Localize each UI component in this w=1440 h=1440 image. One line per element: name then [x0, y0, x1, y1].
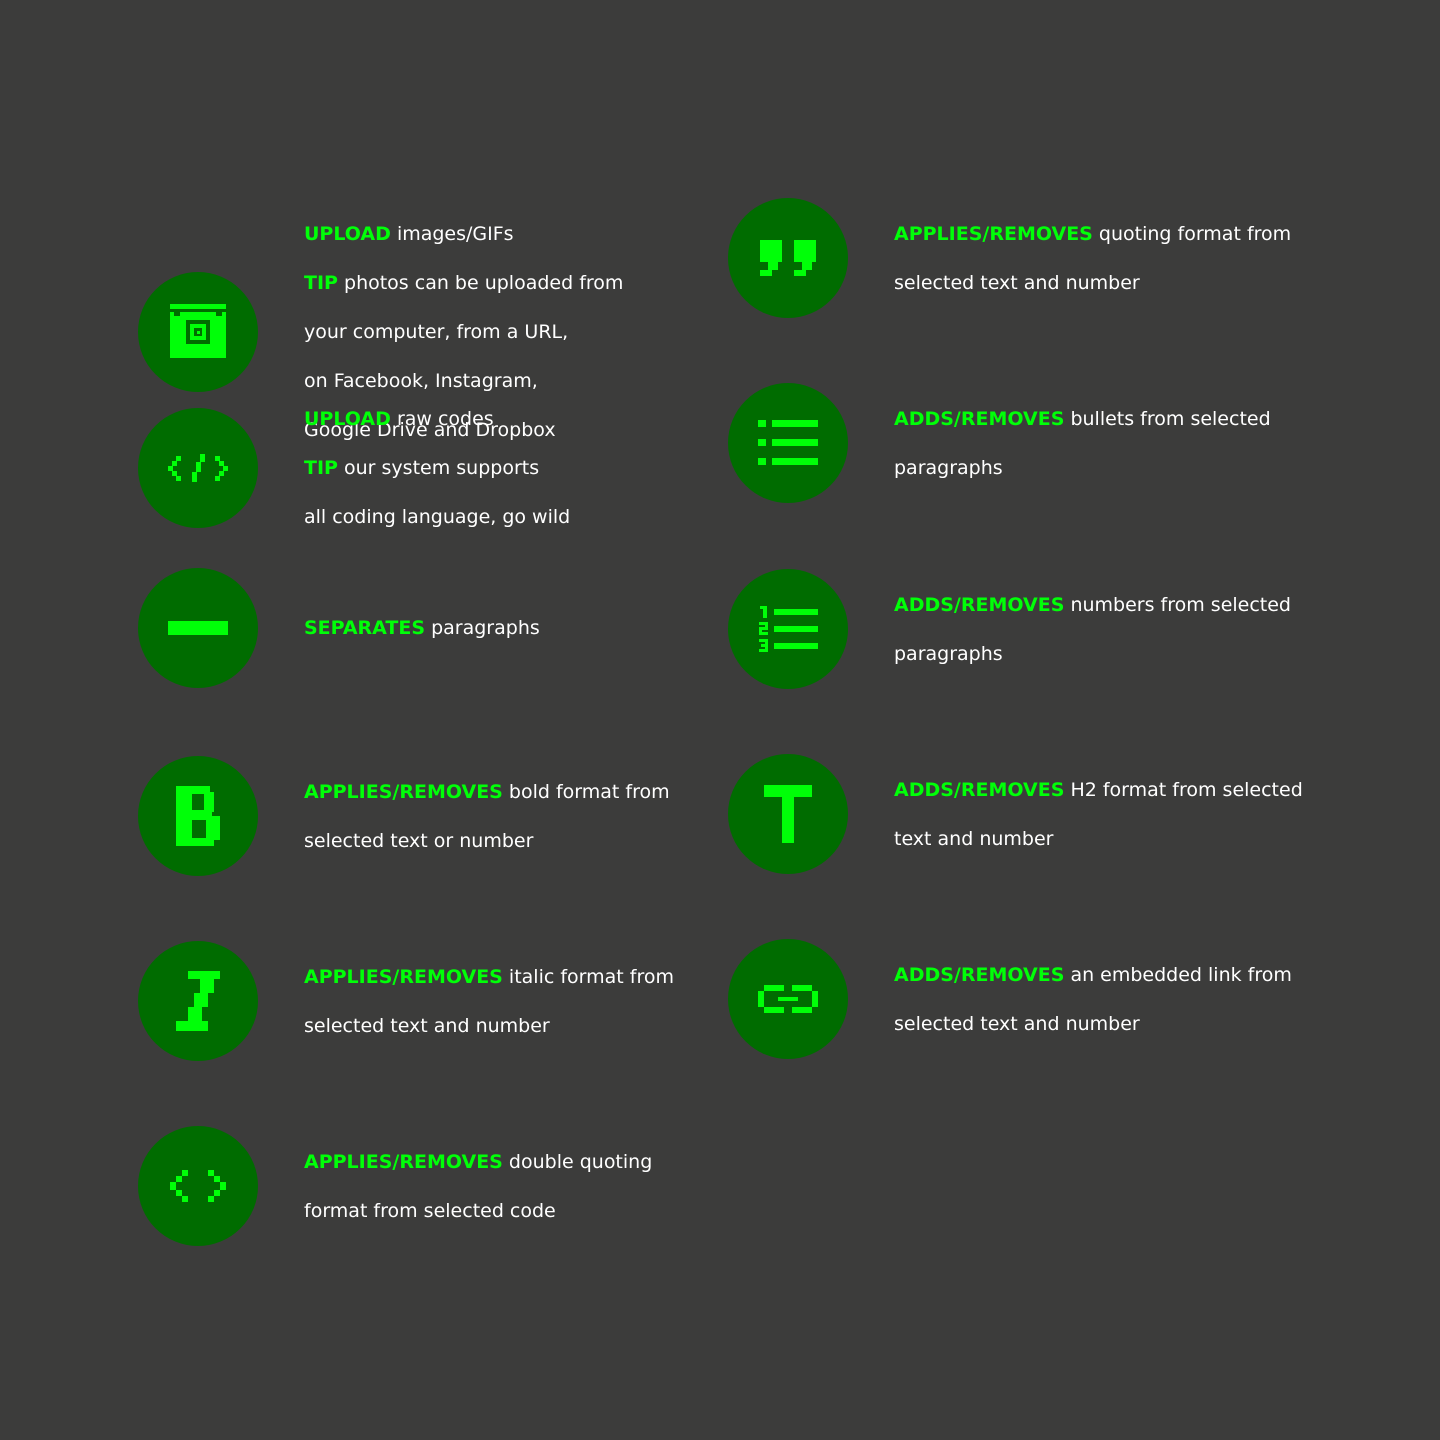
description-line: ADDS/REMOVES H2 format from selected — [894, 778, 1303, 803]
keyword: APPLIES/REMOVES — [304, 965, 503, 988]
italic-description: APPLIES/REMOVES italic format from selec… — [304, 940, 674, 1063]
code-upload-icon[interactable] — [138, 407, 258, 528]
description-line: ADDS/REMOVES numbers from selected — [894, 593, 1291, 618]
description-text: italic format from — [502, 965, 674, 988]
description-text: selected text or number — [304, 829, 534, 852]
description-line: selected text and number — [894, 1012, 1292, 1037]
description-text: images/GIFs — [390, 222, 514, 245]
description-line: on Facebook, Instagram, — [304, 369, 623, 394]
bullet-list-item: ADDS/REMOVES bullets from selected parag… — [728, 382, 1271, 505]
bullet-list-description: ADDS/REMOVES bullets from selected parag… — [894, 382, 1271, 505]
description-line: selected text or number — [304, 829, 670, 854]
description-text: raw codes — [390, 407, 494, 430]
description-line: your computer, from a URL, — [304, 320, 623, 345]
numbered-list-icon[interactable] — [728, 569, 848, 690]
description-text: an embedded link from — [1064, 963, 1292, 986]
description-text: selected text and number — [894, 1012, 1140, 1035]
image-upload-icon[interactable] — [138, 271, 258, 392]
description-text: all coding language, go wild — [304, 505, 571, 528]
description-line: APPLIES/REMOVES italic format from — [304, 965, 674, 990]
description-text: text and number — [894, 827, 1054, 850]
italic-item: APPLIES/REMOVES italic format from selec… — [138, 940, 674, 1063]
description-text: quoting format from — [1092, 222, 1292, 245]
link-description: ADDS/REMOVES an embedded link from selec… — [894, 938, 1292, 1061]
description-line: format from selected code — [304, 1199, 652, 1224]
description-text: selected text and number — [304, 1014, 550, 1037]
description-text: our system supports — [337, 456, 540, 479]
heading-item: ADDS/REMOVES H2 format from selected tex… — [728, 753, 1303, 876]
description-text: your computer, from a URL, — [304, 320, 569, 343]
keyword: ADDS/REMOVES — [894, 593, 1065, 616]
description-text: numbers from selected — [1064, 593, 1291, 616]
description-text: bold format from — [502, 780, 670, 803]
description-line: selected text and number — [894, 271, 1291, 296]
bold-description: APPLIES/REMOVES bold format from selecte… — [304, 755, 670, 878]
keyword: APPLIES/REMOVES — [304, 780, 503, 803]
description-line: TIP our system supports — [304, 456, 570, 481]
description-text: on Facebook, Instagram, — [304, 369, 538, 392]
quote-description: APPLIES/REMOVES quoting format from sele… — [894, 197, 1291, 320]
description-text: double quoting — [502, 1150, 653, 1173]
description-line: text and number — [894, 827, 1303, 852]
description-line: APPLIES/REMOVES bold format from — [304, 780, 670, 805]
description-line: paragraphs — [894, 456, 1271, 481]
upload-code-item: UPLOAD raw codes TIP our system supports… — [138, 382, 570, 554]
link-icon[interactable] — [728, 939, 848, 1060]
keyword: UPLOAD — [304, 407, 391, 430]
description-line: APPLIES/REMOVES quoting format from — [894, 222, 1291, 247]
keyword: ADDS/REMOVES — [894, 407, 1065, 430]
description-text: paragraphs — [425, 616, 540, 639]
quote-item: APPLIES/REMOVES quoting format from sele… — [728, 197, 1291, 320]
separator-item: SEPARATES paragraphs — [138, 568, 540, 688]
description-line: APPLIES/REMOVES double quoting — [304, 1150, 652, 1175]
description-text: paragraphs — [894, 642, 1003, 665]
link-item: ADDS/REMOVES an embedded link from selec… — [728, 938, 1292, 1061]
description-line: paragraphs — [894, 642, 1291, 667]
keyword: TIP — [304, 271, 338, 294]
description-line: SEPARATES paragraphs — [304, 616, 540, 641]
upload-image-description: UPLOAD images/GIFs TIP photos can be upl… — [304, 197, 623, 467]
numbered-list-description: ADDS/REMOVES numbers from selected parag… — [894, 568, 1291, 691]
heading-icon[interactable] — [728, 754, 848, 875]
description-text: bullets from selected — [1064, 407, 1271, 430]
code-inline-icon[interactable] — [138, 1126, 258, 1247]
numbered-list-item: ADDS/REMOVES numbers from selected parag… — [728, 568, 1291, 691]
description-text: selected text and number — [894, 271, 1140, 294]
upload-image-item: UPLOAD images/GIFs TIP photos can be upl… — [138, 197, 623, 467]
italic-icon[interactable] — [138, 941, 258, 1062]
description-line: UPLOAD raw codes — [304, 407, 570, 432]
description-text: H2 format from selected — [1064, 778, 1303, 801]
quote-icon[interactable] — [728, 198, 848, 319]
description-line: all coding language, go wild — [304, 505, 570, 530]
description-line: selected text and number — [304, 1014, 674, 1039]
description-text: format from selected code — [304, 1199, 556, 1222]
keyword: ADDS/REMOVES — [894, 778, 1065, 801]
description-line: ADDS/REMOVES an embedded link from — [894, 963, 1292, 988]
description-text: paragraphs — [894, 456, 1003, 479]
code-inline-item: APPLIES/REMOVES double quoting format fr… — [138, 1125, 652, 1248]
bullet-list-icon[interactable] — [728, 383, 848, 504]
keyword: APPLIES/REMOVES — [894, 222, 1093, 245]
heading-description: ADDS/REMOVES H2 format from selected tex… — [894, 753, 1303, 876]
upload-code-description: UPLOAD raw codes TIP our system supports… — [304, 382, 570, 554]
keyword: TIP — [304, 456, 338, 479]
keyword: SEPARATES — [304, 616, 426, 639]
keyword: UPLOAD — [304, 222, 391, 245]
bold-icon[interactable] — [138, 756, 258, 877]
description-line: Google Drive and Dropbox — [304, 418, 623, 443]
description-line: TIP photos can be uploaded from — [304, 271, 623, 296]
description-text: photos can be uploaded from — [337, 271, 624, 294]
description-line: ADDS/REMOVES bullets from selected — [894, 407, 1271, 432]
description-line: UPLOAD images/GIFs — [304, 222, 623, 247]
description-text: Google Drive and Dropbox — [304, 418, 556, 441]
code-inline-description: APPLIES/REMOVES double quoting format fr… — [304, 1125, 652, 1248]
keyword: APPLIES/REMOVES — [304, 1150, 503, 1173]
bold-item: APPLIES/REMOVES bold format from selecte… — [138, 755, 670, 878]
keyword: ADDS/REMOVES — [894, 963, 1065, 986]
separator-icon[interactable] — [138, 568, 258, 688]
separator-description: SEPARATES paragraphs — [304, 591, 540, 665]
